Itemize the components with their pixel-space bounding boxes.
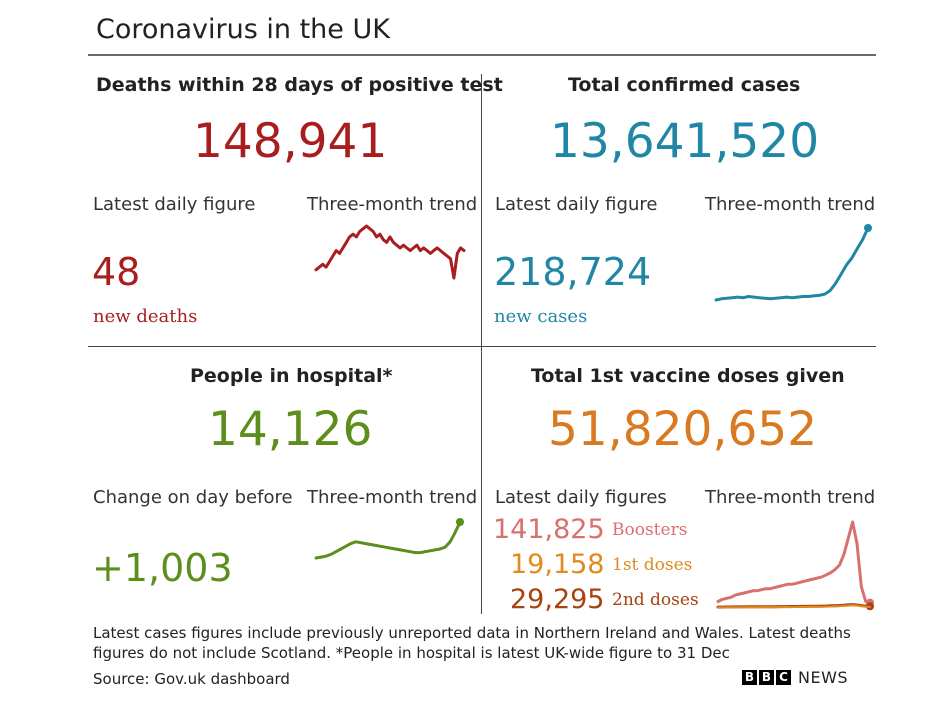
hospital-daily-value: +1,003	[92, 546, 233, 590]
hospital-title: People in hospital*	[190, 365, 393, 387]
cases-trend-line	[714, 226, 870, 302]
deaths-title: Deaths within 28 days of positive test	[96, 74, 503, 96]
bbc-logo-letter: C	[776, 670, 791, 685]
first-doses-trend-line	[717, 604, 871, 609]
deaths-total: 148,941	[193, 114, 388, 169]
deaths-trend-chart	[314, 224, 466, 280]
boosters-value: 141,825	[493, 514, 605, 545]
title-rule	[88, 54, 876, 56]
vaccine-title: Total 1st vaccine doses given	[531, 365, 845, 387]
vaccine-daily-label: Latest daily figures	[495, 487, 667, 508]
boosters-trend-line	[716, 520, 872, 605]
hospital-trend-label: Three-month trend	[307, 487, 478, 508]
cases-trend-end-point	[864, 224, 872, 232]
footnote: Latest cases figures include previously …	[93, 624, 851, 662]
deaths-daily-value: 48	[92, 250, 141, 294]
second-doses-label: 2nd doses	[612, 590, 699, 610]
boosters-label: Boosters	[612, 520, 688, 540]
cases-daily-label: Latest daily figure	[495, 194, 658, 215]
cases-trend-chart	[714, 224, 872, 302]
vaccine-trend-chart	[716, 520, 874, 611]
cases-title: Total confirmed cases	[568, 74, 801, 96]
hospital-daily-label: Change on day before	[93, 487, 293, 508]
hospital-trend-end-point	[456, 518, 464, 526]
bbc-logo-letter: B	[759, 670, 774, 685]
source-text: Source: Gov.uk dashboard	[93, 670, 290, 688]
vaccine-total: 51,820,652	[548, 402, 818, 457]
deaths-daily-unit: new deaths	[93, 306, 198, 327]
vaccine-trend-label: Three-month trend	[705, 487, 876, 508]
first-doses-value: 19,158	[510, 549, 605, 580]
first-doses-label: 1st doses	[612, 555, 693, 575]
cases-daily-unit: new cases	[494, 306, 588, 327]
deaths-trend-label: Three-month trend	[307, 194, 478, 215]
hospital-total: 14,126	[208, 402, 373, 457]
bbc-logo-letter: B	[742, 670, 757, 685]
cases-daily-value: 218,724	[494, 250, 652, 294]
second-doses-value: 29,295	[510, 584, 605, 615]
page-title: Coronavirus in the UK	[96, 14, 390, 45]
bbc-logo-news: NEWS	[798, 668, 849, 687]
horizontal-divider	[88, 346, 876, 347]
deaths-daily-label: Latest daily figure	[93, 194, 256, 215]
cases-total: 13,641,520	[550, 114, 820, 169]
vertical-divider	[481, 74, 482, 614]
deaths-trend-line	[314, 224, 466, 280]
bbc-news-logo: B B C NEWS	[742, 668, 848, 687]
hospital-trend-line	[314, 520, 462, 560]
cases-trend-label: Three-month trend	[705, 194, 876, 215]
hospital-trend-chart	[314, 518, 464, 560]
